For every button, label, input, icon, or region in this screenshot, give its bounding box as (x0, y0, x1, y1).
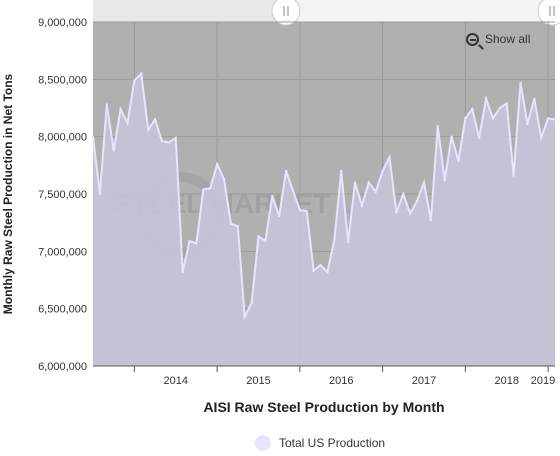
y-tick-label: 8,000,000 (38, 132, 87, 144)
data-point (395, 211, 398, 214)
y-tick-label: 6,500,000 (38, 304, 87, 316)
data-point (429, 219, 433, 222)
data-point (408, 212, 412, 215)
data-point (402, 192, 405, 196)
data-point (436, 125, 439, 128)
navigator-handle-left[interactable] (271, 0, 301, 26)
x-tick-label: 2017 (412, 375, 436, 387)
data-point (319, 263, 322, 267)
data-point (243, 315, 246, 318)
data-point (98, 192, 102, 196)
data-point (167, 141, 171, 144)
data-point (146, 128, 150, 131)
x-tick-label: 2016 (329, 375, 353, 387)
data-point (257, 235, 260, 238)
data-point (202, 188, 205, 191)
data-point (284, 169, 288, 173)
data-point (119, 107, 122, 111)
data-point (298, 208, 302, 212)
data-point (236, 224, 240, 228)
data-point (160, 140, 164, 143)
data-point (381, 169, 384, 173)
data-point (188, 239, 191, 243)
data-point (477, 136, 481, 140)
data-point (153, 118, 157, 121)
series-line (92, 71, 556, 321)
y-tick-label: 7,500,000 (38, 189, 87, 201)
data-point (450, 135, 453, 138)
data-point (291, 189, 295, 192)
data-point (174, 136, 177, 140)
data-point (181, 270, 184, 274)
show-all-label: Show all (485, 32, 531, 46)
data-point (498, 106, 502, 110)
data-point (415, 199, 419, 203)
data-point (540, 136, 543, 140)
data-point (443, 179, 446, 182)
data-point (271, 195, 274, 198)
data-point (526, 122, 529, 126)
show-all-button[interactable]: Show all (466, 29, 530, 49)
data-point (346, 240, 350, 244)
data-point (209, 187, 212, 190)
y-axis-title: Monthly Raw Steel Production in Net Tons (1, 73, 15, 314)
data-point (471, 107, 474, 111)
x-axis-title: AISI Raw Steel Production by Month (203, 399, 444, 415)
data-point (133, 79, 136, 82)
y-tick-label: 9,000,000 (38, 17, 87, 29)
data-point (353, 181, 357, 184)
data-point (112, 149, 115, 152)
legend-label: Total US Production (279, 436, 386, 450)
x-tick-label: 2019 (531, 375, 555, 387)
data-point (491, 117, 495, 120)
data-point (105, 103, 108, 106)
data-point (533, 97, 536, 101)
data-point (312, 269, 315, 273)
data-point (326, 270, 329, 274)
data-point (553, 118, 557, 121)
data-point (422, 181, 426, 184)
y-tick-label: 7,000,000 (38, 246, 87, 258)
legend-swatch (255, 435, 271, 451)
navigator-handle-right[interactable] (537, 0, 560, 26)
data-point (374, 190, 377, 193)
navigator-selected-range (286, 0, 555, 22)
data-point (464, 117, 467, 120)
data-point (457, 159, 460, 162)
data-point (222, 177, 226, 181)
data-point (277, 214, 281, 217)
data-point (333, 238, 336, 242)
data-point (360, 204, 364, 207)
legend[interactable]: Total US Production (255, 435, 385, 451)
data-point (340, 169, 343, 173)
y-tick-label: 8,500,000 (38, 74, 87, 86)
x-tick-label: 2014 (164, 375, 188, 387)
data-point (519, 81, 522, 84)
data-point (264, 239, 267, 243)
data-point (250, 301, 253, 305)
data-point (195, 242, 198, 245)
data-point (367, 181, 371, 184)
data-point (388, 156, 391, 159)
data-point (305, 210, 308, 213)
data-point (229, 222, 233, 226)
data-point (91, 135, 95, 138)
data-point (484, 97, 488, 101)
x-tick-label: 2015 (246, 375, 270, 387)
zoom-out-icon (466, 32, 479, 46)
data-point (140, 72, 143, 75)
x-tick-label: 2018 (494, 375, 518, 387)
data-point (215, 162, 219, 166)
data-point (512, 174, 515, 177)
data-point (505, 102, 508, 105)
y-tick-label: 6,000,000 (38, 361, 87, 373)
data-point (546, 117, 550, 120)
data-point (126, 121, 129, 125)
